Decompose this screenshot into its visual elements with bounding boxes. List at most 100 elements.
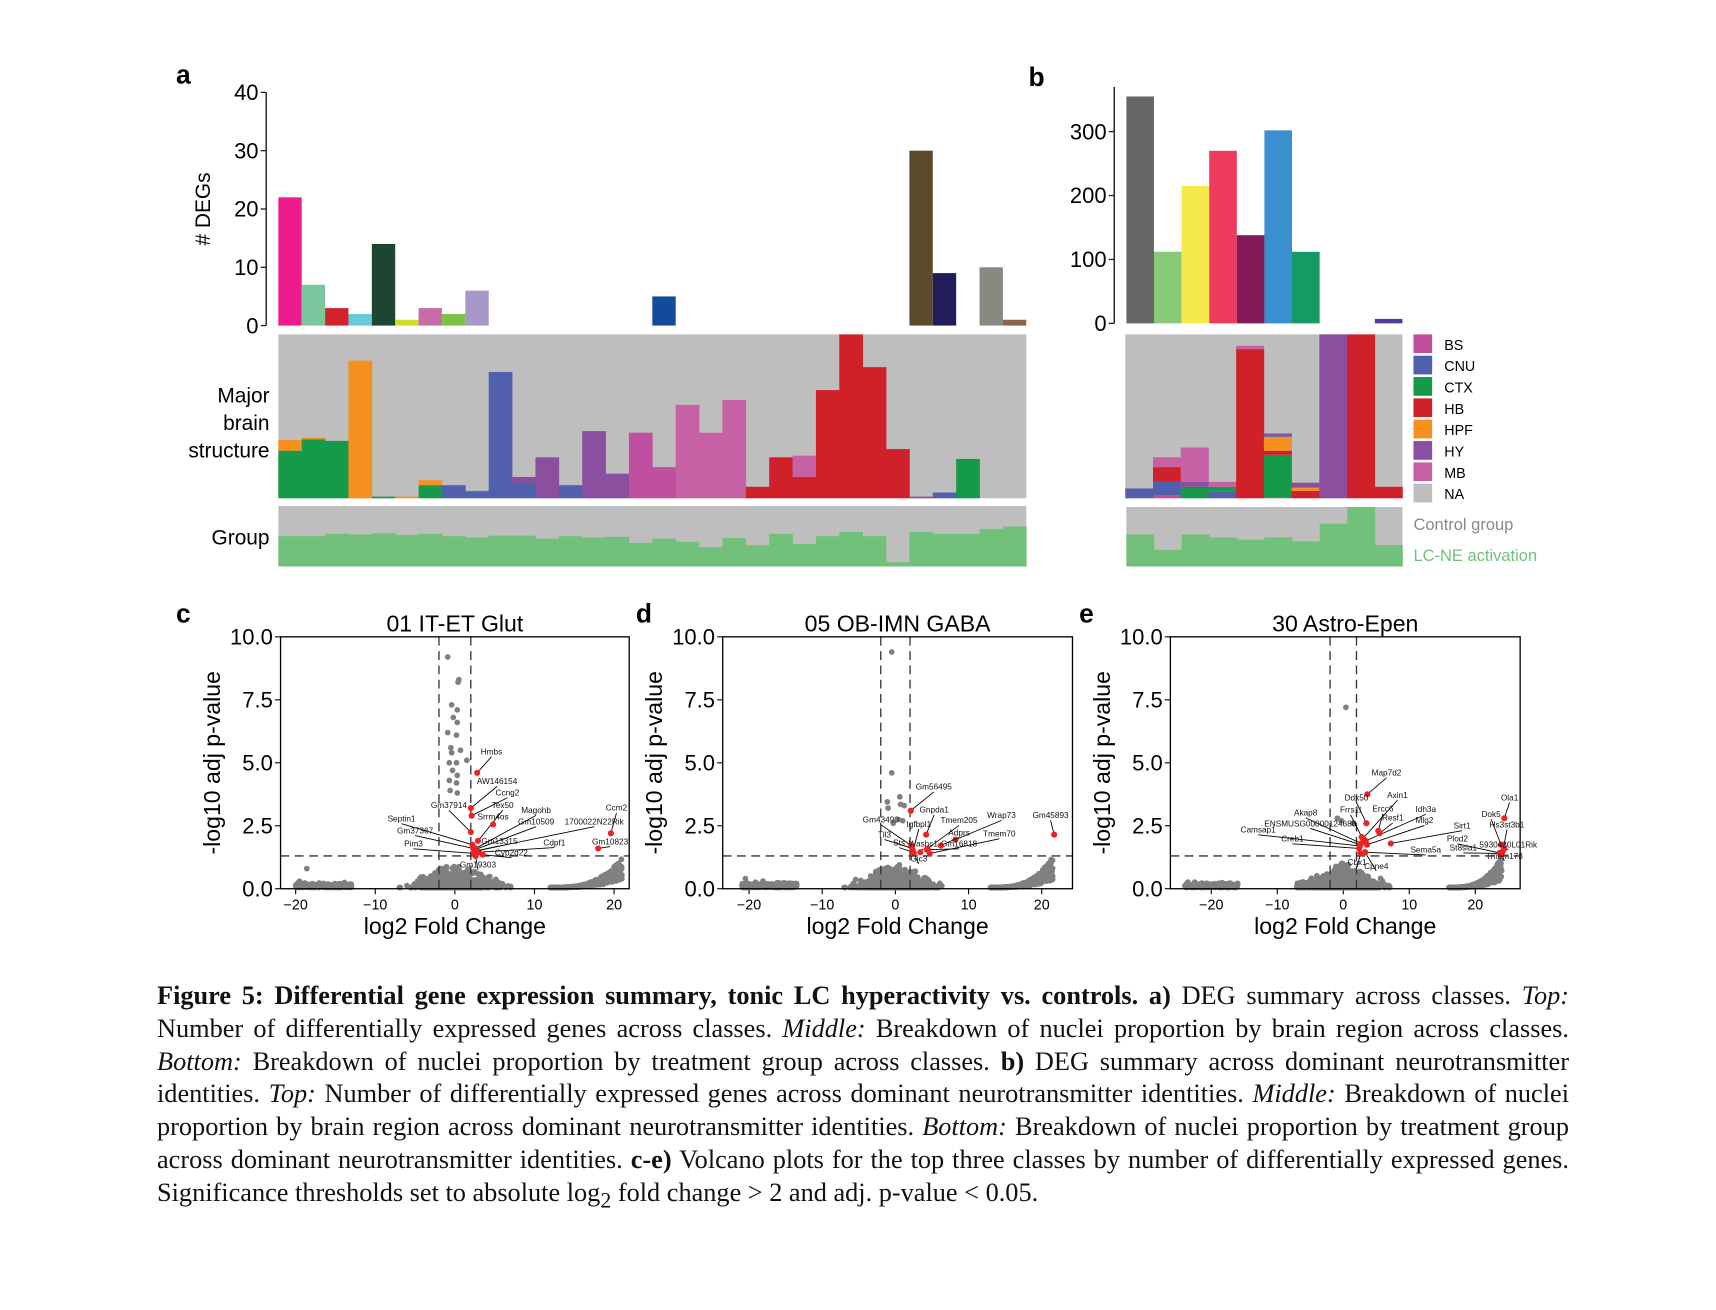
gene-label: Srrm4os: [478, 812, 509, 821]
gene-label: Ccm2: [606, 804, 628, 813]
lcne-segment: [652, 538, 677, 567]
region-segment-cnu: [1263, 435, 1292, 437]
x-tick-label: −20: [284, 898, 308, 914]
legend-label-hy: HY: [1444, 444, 1464, 460]
legend-control-group: Control group: [1413, 516, 1513, 534]
outlier-point: [444, 654, 451, 660]
x-axis-label: log2 Fold Change: [1254, 913, 1436, 939]
outlier-point: [453, 759, 460, 766]
y-axis-label: -log10 adj p-value: [199, 671, 225, 854]
gene-point: [887, 883, 894, 889]
gene-point: [791, 882, 797, 889]
gene-point: [935, 884, 942, 891]
region-segment-hb: [1374, 486, 1403, 499]
region-segment-hy: [909, 496, 934, 499]
gray-points: [292, 654, 625, 891]
lcne-segment: [465, 537, 490, 567]
major-label-1: Major: [217, 385, 269, 408]
region-segment-hb: [1236, 349, 1265, 499]
gene-point: [450, 877, 456, 884]
gene-label: Gm43490: [863, 815, 900, 824]
gene-point: [618, 856, 625, 863]
outlier-point: [896, 793, 903, 800]
legend-swatch-hb: [1413, 398, 1433, 418]
outlier-point: [454, 772, 461, 779]
y-tick-label: 2.5: [684, 813, 715, 838]
legend-label-hpf: HPF: [1444, 423, 1473, 439]
plot-title: 01 IT-ET Glut: [386, 610, 523, 636]
deg-bar: [278, 197, 302, 326]
lcne-segment: [1292, 541, 1320, 567]
gene-point: [427, 880, 434, 886]
region-segment-bs: [628, 432, 653, 499]
lcne-segment: [1374, 545, 1403, 567]
panel-label-d: d: [636, 599, 652, 629]
y-tick-label: 7.5: [1132, 688, 1163, 713]
deg-bar: [1153, 251, 1182, 324]
deg-bar: [932, 273, 957, 326]
gene-point: [912, 868, 919, 875]
gene-label: Tll3: [878, 830, 892, 839]
deg-bar: [301, 284, 326, 326]
outlier-point: [901, 802, 908, 809]
region-segment-cnu: [465, 491, 490, 499]
lcne-segment: [1126, 534, 1155, 567]
gene-point: [309, 882, 315, 889]
gene-point: [588, 879, 595, 885]
x-tick-label: 20: [1467, 898, 1483, 914]
outlier-point: [448, 744, 454, 751]
x-tick-label: 0: [891, 898, 899, 914]
significant-gene-point: [607, 830, 614, 837]
lcne-segment: [886, 562, 910, 567]
region-segment-ctx: [1263, 454, 1292, 498]
gene-point: [464, 874, 471, 881]
region-segment-hb: [1291, 490, 1320, 499]
region-segment-mb: [1208, 481, 1237, 487]
region-segment-mb: [1236, 345, 1265, 350]
region-segment-ctx: [325, 440, 349, 499]
region-segment-ctx: [465, 490, 490, 492]
legend-swatch-mb: [1413, 462, 1433, 482]
outlier-point: [453, 780, 460, 786]
y-axis-label: -log10 adj p-value: [641, 671, 667, 854]
y-tick-label: 0: [1094, 311, 1106, 336]
region-segment-hpf: [301, 437, 326, 440]
y-tick-label: 0.0: [242, 876, 273, 901]
outlier-point: [742, 875, 749, 882]
significant-gene-point: [923, 831, 930, 838]
y-tick-label: 40: [234, 80, 258, 105]
region-segment-ctx: [1208, 486, 1237, 492]
outlier-point: [454, 719, 461, 726]
legend-swatch-ctx: [1413, 377, 1433, 396]
deg-bar: [1264, 130, 1293, 324]
region-segment-hpf: [395, 496, 419, 499]
degs-axis-label: # DEGs: [192, 172, 215, 245]
region-segment-hy: [605, 473, 630, 499]
plot-frame: [722, 636, 1074, 890]
x-tick-label: 10: [527, 898, 543, 914]
region-segment-hpf: [418, 480, 443, 486]
gene-point: [1026, 882, 1033, 888]
region-segment-hy: [1180, 481, 1209, 487]
lcne-segment: [745, 545, 770, 567]
gene-point: [413, 884, 419, 891]
region-segment-hb: [792, 476, 817, 499]
region-segment-mb: [1152, 457, 1182, 468]
gene-point: [452, 884, 459, 891]
gene-point: [1049, 857, 1056, 864]
gene-point: [915, 877, 922, 884]
gene-label: Washc1: [908, 840, 938, 849]
region-segment-mb: [1180, 447, 1209, 482]
plot-title: 05 OB-IMN GABA: [805, 610, 992, 636]
gene-label: Ccng2: [496, 789, 520, 798]
region-segment-cnu: [1125, 488, 1154, 499]
panel-a-group: [278, 505, 1027, 567]
outlier-point: [446, 777, 453, 784]
gene-point: [507, 884, 514, 891]
deg-bar: [325, 308, 349, 326]
gene-point: [456, 872, 463, 879]
deg-bar: [652, 296, 676, 326]
